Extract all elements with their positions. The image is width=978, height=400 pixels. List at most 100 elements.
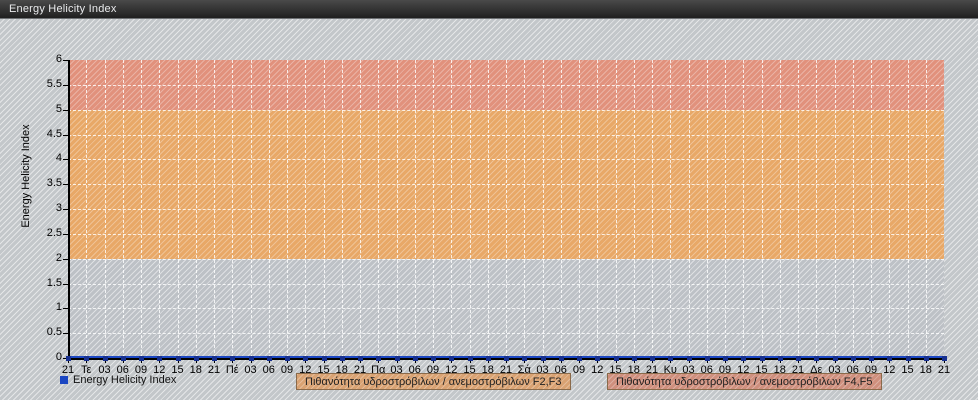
- series-data-point: [66, 356, 71, 361]
- y-axis-line: [68, 60, 70, 359]
- y-axis-tick: [63, 283, 68, 285]
- series-data-point: [212, 356, 217, 361]
- y-axis-tick-label: 3: [55, 202, 62, 214]
- series-data-point: [120, 356, 126, 361]
- series-data-point: [431, 356, 436, 361]
- chart-legend: Energy Helicity Index Πιθανότητα υδροστρ…: [0, 372, 978, 398]
- y-axis-tick: [63, 159, 68, 161]
- x-axis-tick-label: 09: [280, 364, 294, 376]
- y-axis-tick-label: 0.5: [46, 326, 62, 339]
- series-data-point: [412, 356, 418, 361]
- x-axis-tick-label: 12: [591, 364, 604, 376]
- x-axis-tick-label: 21: [61, 364, 75, 376]
- series-data-point: [668, 356, 674, 361]
- legend-series-label: Energy Helicity Index: [73, 374, 177, 386]
- series-data-point: [339, 356, 345, 361]
- series-data-point: [485, 356, 491, 361]
- x-axis-tick-label: 12: [153, 364, 166, 376]
- x-axis-tick-label: 18: [919, 364, 932, 376]
- x-axis-tick-label: 03: [98, 364, 111, 376]
- x-axis-tick-label: 21: [207, 364, 221, 376]
- series-data-point: [175, 356, 181, 361]
- y-axis-tick-label: 2.5: [46, 226, 62, 239]
- gridline-horizontal: [68, 308, 944, 310]
- y-axis-tick-label: 6: [55, 53, 62, 65]
- gridline-horizontal: [68, 258, 944, 260]
- series-data-point: [358, 356, 363, 361]
- y-axis-tick-label: 4.5: [46, 127, 62, 140]
- series-data-point: [850, 356, 856, 361]
- series-data-point: [777, 356, 783, 361]
- y-axis-tick-label: 4: [55, 152, 62, 165]
- y-axis-tick-label: 0: [55, 351, 62, 363]
- x-axis-tick-label: 06: [262, 364, 275, 376]
- series-data-point: [540, 356, 546, 361]
- gridline-horizontal: [68, 333, 944, 335]
- series-data-point: [139, 356, 144, 361]
- series-data-point: [504, 356, 509, 361]
- y-axis-tick-label: 5.5: [46, 77, 62, 90]
- band-f2-f3: [68, 109, 944, 259]
- series-data-point: [394, 356, 400, 361]
- y-axis-labels: 0 0.5 1 1.5 2 2.5 3 3.5 4 4.5 5 5.5 6: [22, 20, 62, 400]
- x-axis-tick-label: 18: [189, 364, 202, 376]
- x-axis-tick-label: Τε: [81, 364, 92, 376]
- legend-item-energy-helicity-index[interactable]: Energy Helicity Index: [60, 374, 176, 386]
- y-axis-tick-label: 3.5: [46, 177, 62, 190]
- series-data-point: [285, 356, 290, 361]
- series-data-point: [230, 356, 236, 361]
- y-axis-tick-label: 1: [55, 301, 62, 314]
- series-data-point: [321, 356, 327, 361]
- window-title: Energy Helicity Index: [9, 3, 117, 15]
- x-axis-tick-label: 09: [134, 364, 148, 376]
- y-axis-tick-label: 1.5: [46, 276, 62, 289]
- y-axis-tick: [63, 358, 68, 359]
- series-data-point: [522, 356, 528, 361]
- plot-area: [68, 60, 944, 358]
- series-data-point: [887, 356, 893, 361]
- y-axis-tick: [63, 333, 68, 335]
- band-f4-f5: [68, 60, 944, 110]
- legend-band-f4-f5[interactable]: Πιθανότητα υδροστρόβιλων / ανεμοστρόβιλω…: [607, 373, 882, 390]
- series-data-point: [376, 356, 382, 361]
- series-data-point: [686, 356, 692, 361]
- series-data-point: [631, 356, 637, 361]
- series-data-point: [650, 356, 655, 361]
- series-data-point: [595, 356, 601, 361]
- legend-band-f2-f3[interactable]: Πιθανότητα υδροστρόβιλων / ανεμοστρόβιλω…: [296, 373, 571, 390]
- series-data-point: [704, 356, 710, 361]
- y-axis-tick: [63, 60, 68, 61]
- series-data-point: [832, 356, 838, 361]
- x-axis-tick-label: 06: [116, 364, 129, 376]
- y-axis-tick: [63, 84, 68, 86]
- chart-canvas: Energy Helicity Index 0 0.5 1 1.5 2 2.5 3 3.5 4 4…: [0, 20, 978, 400]
- series-data-point: [577, 356, 582, 361]
- series-data-point: [102, 356, 108, 361]
- y-axis-tick: [63, 308, 68, 310]
- series-data-point: [723, 356, 728, 361]
- y-axis-tick: [63, 258, 68, 260]
- x-axis-tick-label: Πέ: [225, 364, 239, 376]
- series-data-point: [467, 356, 473, 361]
- series-data-point: [449, 356, 455, 361]
- series-data-point: [905, 356, 911, 361]
- series-data-point: [193, 356, 199, 361]
- legend-swatch-icon: [60, 376, 68, 384]
- series-data-point: [741, 356, 747, 361]
- series-data-point: [157, 356, 163, 361]
- series-data-point: [814, 356, 820, 361]
- y-axis-tick: [63, 209, 68, 210]
- y-axis-tick: [63, 134, 68, 136]
- x-axis-tick-label: 21: [937, 364, 951, 376]
- series-data-point: [266, 356, 272, 361]
- gridline-horizontal: [68, 283, 944, 285]
- x-axis-tick-label: 15: [901, 364, 914, 376]
- series-data-point: [796, 356, 801, 361]
- y-axis-tick-label: 2: [55, 251, 62, 264]
- x-axis-tick-label: 03: [244, 364, 257, 376]
- x-axis-tick-label: 12: [883, 364, 896, 376]
- series-data-point: [923, 356, 929, 361]
- series-data-point: [558, 356, 564, 361]
- y-axis-tick: [63, 233, 68, 235]
